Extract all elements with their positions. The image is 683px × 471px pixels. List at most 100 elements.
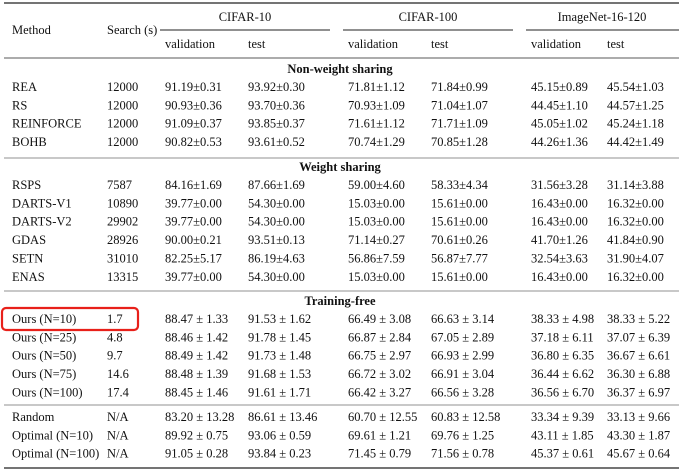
method-name: RS (12, 98, 27, 112)
cell: 71.71±1.09 (431, 117, 488, 131)
cell: 45.67 ± 0.64 (607, 447, 671, 461)
cell: 39.77±0.00 (165, 270, 222, 284)
cell: 12000 (107, 98, 138, 112)
method-name: DARTS-V2 (12, 215, 72, 229)
subcolumn-header: validation (531, 37, 582, 51)
cell: 71.81±1.12 (348, 80, 405, 94)
cell: 91.78 ± 1.45 (248, 330, 311, 344)
cell: 44.45±1.10 (531, 98, 588, 112)
cell: 16.43±0.00 (531, 196, 588, 210)
cell: 17.4 (107, 385, 130, 399)
cell: 84.16±1.69 (165, 178, 222, 192)
cell: 33.13 ± 9.66 (607, 410, 670, 424)
cell: 90.00±0.21 (165, 233, 222, 247)
cell: 93.70±0.36 (248, 98, 305, 112)
method-name: Ours (N=50) (12, 349, 76, 363)
cell: 56.87±7.77 (431, 251, 488, 265)
cell: 44.42±1.49 (607, 135, 664, 149)
method-name: Ours (N=100) (12, 385, 83, 399)
method-name: REA (12, 80, 37, 94)
cell: 37.07 ± 6.39 (607, 330, 670, 344)
cell: 82.25±5.17 (165, 251, 222, 265)
cell: 66.49 ± 3.08 (348, 312, 411, 326)
subcolumn-header: test (248, 37, 266, 51)
cell: 91.68 ± 1.53 (248, 367, 311, 381)
cell: 56.86±7.59 (348, 251, 405, 265)
cell: 36.44 ± 6.62 (531, 367, 594, 381)
subcolumn-header: validation (348, 37, 399, 51)
cell: 93.92±0.30 (248, 80, 305, 94)
cell: 71.45 ± 0.79 (348, 447, 411, 461)
cell: 90.93±0.36 (165, 98, 222, 112)
cell: 83.20 ± 13.28 (165, 410, 234, 424)
cell: 89.92 ± 0.75 (165, 428, 228, 442)
cell: 93.51±0.13 (248, 233, 305, 247)
cell: 66.87 ± 2.84 (348, 330, 412, 344)
cell: 15.03±0.00 (348, 270, 405, 284)
cell: 69.76 ± 1.25 (431, 428, 494, 442)
cell: 31.14±3.88 (607, 178, 664, 192)
cell: 60.83 ± 12.58 (431, 410, 500, 424)
cell: 32.54±3.63 (531, 251, 588, 265)
cell: 16.32±0.00 (607, 215, 664, 229)
method-name: Ours (N=25) (12, 330, 76, 344)
cell: 12000 (107, 117, 138, 131)
cell: 71.84±0.99 (431, 80, 488, 94)
subcolumn-header: test (431, 37, 449, 51)
cell: 45.54±1.03 (607, 80, 664, 94)
method-name: SETN (12, 251, 43, 265)
method-name: BOHB (12, 135, 47, 149)
cell: 88.49 ± 1.42 (165, 349, 228, 363)
cell: 93.61±0.52 (248, 135, 305, 149)
cell: 36.80 ± 6.35 (531, 349, 594, 363)
cell: 66.63 ± 3.14 (431, 312, 495, 326)
method-name: RSPS (12, 178, 41, 192)
group-title: Weight sharing (299, 160, 381, 174)
header-method: Method (12, 23, 52, 37)
cell: 37.18 ± 6.11 (531, 330, 594, 344)
method-name: GDAS (12, 233, 46, 247)
cell: 15.03±0.00 (348, 196, 405, 210)
cell: 66.75 ± 2.97 (348, 349, 411, 363)
dataset-header: ImageNet-16-120 (558, 10, 647, 24)
cell: 36.30 ± 6.88 (607, 367, 670, 381)
cell: 12000 (107, 135, 138, 149)
cell: 93.06 ± 0.59 (248, 428, 311, 442)
cell: 36.67 ± 6.61 (607, 349, 670, 363)
method-name: Ours (N=10) (12, 312, 76, 326)
header-search: Search (s) (107, 23, 157, 37)
cell: 38.33 ± 5.22 (607, 312, 670, 326)
cell: 45.24±1.18 (607, 117, 664, 131)
group-title: Training-free (304, 294, 376, 308)
cell: 44.26±1.36 (531, 135, 588, 149)
dataset-header: CIFAR-10 (219, 10, 272, 24)
cell: 54.30±0.00 (248, 270, 305, 284)
cell: 13315 (107, 270, 138, 284)
cell: 39.77±0.00 (165, 196, 222, 210)
cell: 91.53 ± 1.62 (248, 312, 311, 326)
method-name: Optimal (N=10) (12, 428, 93, 442)
cell: 60.70 ± 12.55 (348, 410, 417, 424)
cell: 15.61±0.00 (431, 270, 488, 284)
cell: 16.43±0.00 (531, 270, 588, 284)
cell: 70.85±1.28 (431, 135, 488, 149)
cell: 70.74±1.29 (348, 135, 405, 149)
cell: 31.90±4.07 (607, 251, 664, 265)
cell: 70.61±0.26 (431, 233, 488, 247)
cell: 91.09±0.37 (165, 117, 222, 131)
cell: 91.19±0.31 (165, 80, 222, 94)
cell: 7587 (107, 178, 132, 192)
cell: N/A (107, 447, 129, 461)
cell: 66.91 ± 3.04 (431, 367, 495, 381)
cell: 71.14±0.27 (348, 233, 405, 247)
cell: 59.00±4.60 (348, 178, 405, 192)
cell: 43.30 ± 1.87 (607, 428, 670, 442)
method-name: DARTS-V1 (12, 196, 72, 210)
cell: 66.56 ± 3.28 (431, 385, 494, 399)
cell: 14.6 (107, 367, 129, 381)
cell: 4.8 (107, 330, 123, 344)
cell: 36.37 ± 6.97 (607, 385, 670, 399)
cell: 91.61 ± 1.71 (248, 385, 311, 399)
